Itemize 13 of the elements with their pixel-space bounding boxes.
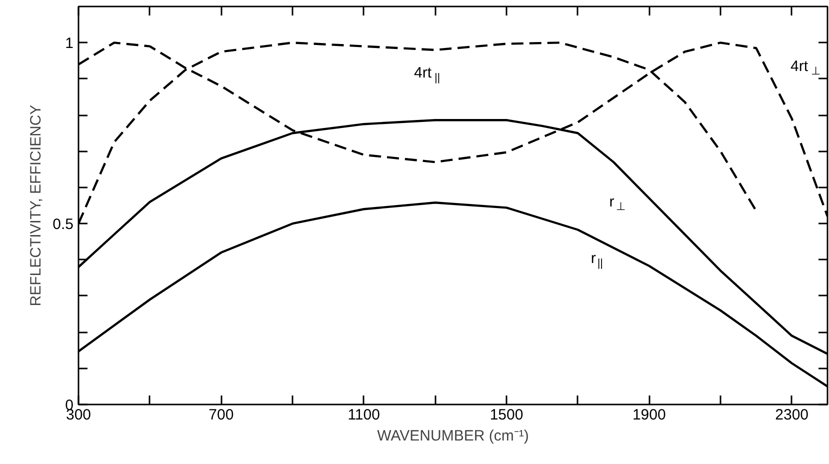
annotation: r⊥ xyxy=(609,194,626,214)
y-axis-title: REFLECTIVITY, EFFICIENCY xyxy=(28,104,45,306)
annotation: 4rt⊥ xyxy=(790,58,821,78)
y-tick-label: 0.5 xyxy=(52,216,74,234)
annotation: 4rt|| xyxy=(414,64,440,84)
x-tick-label: 1900 xyxy=(632,406,666,424)
x-tick-label: 1100 xyxy=(348,406,380,424)
annotation: r|| xyxy=(590,250,604,270)
y-tick-label: 1 xyxy=(65,35,74,52)
x-axis-title: WAVENUMBER (cm⁻¹) xyxy=(377,428,529,444)
x-tick-label: 700 xyxy=(208,406,234,424)
x-tick-label: 1500 xyxy=(490,406,524,424)
x-tick-label: 2300 xyxy=(775,406,809,424)
